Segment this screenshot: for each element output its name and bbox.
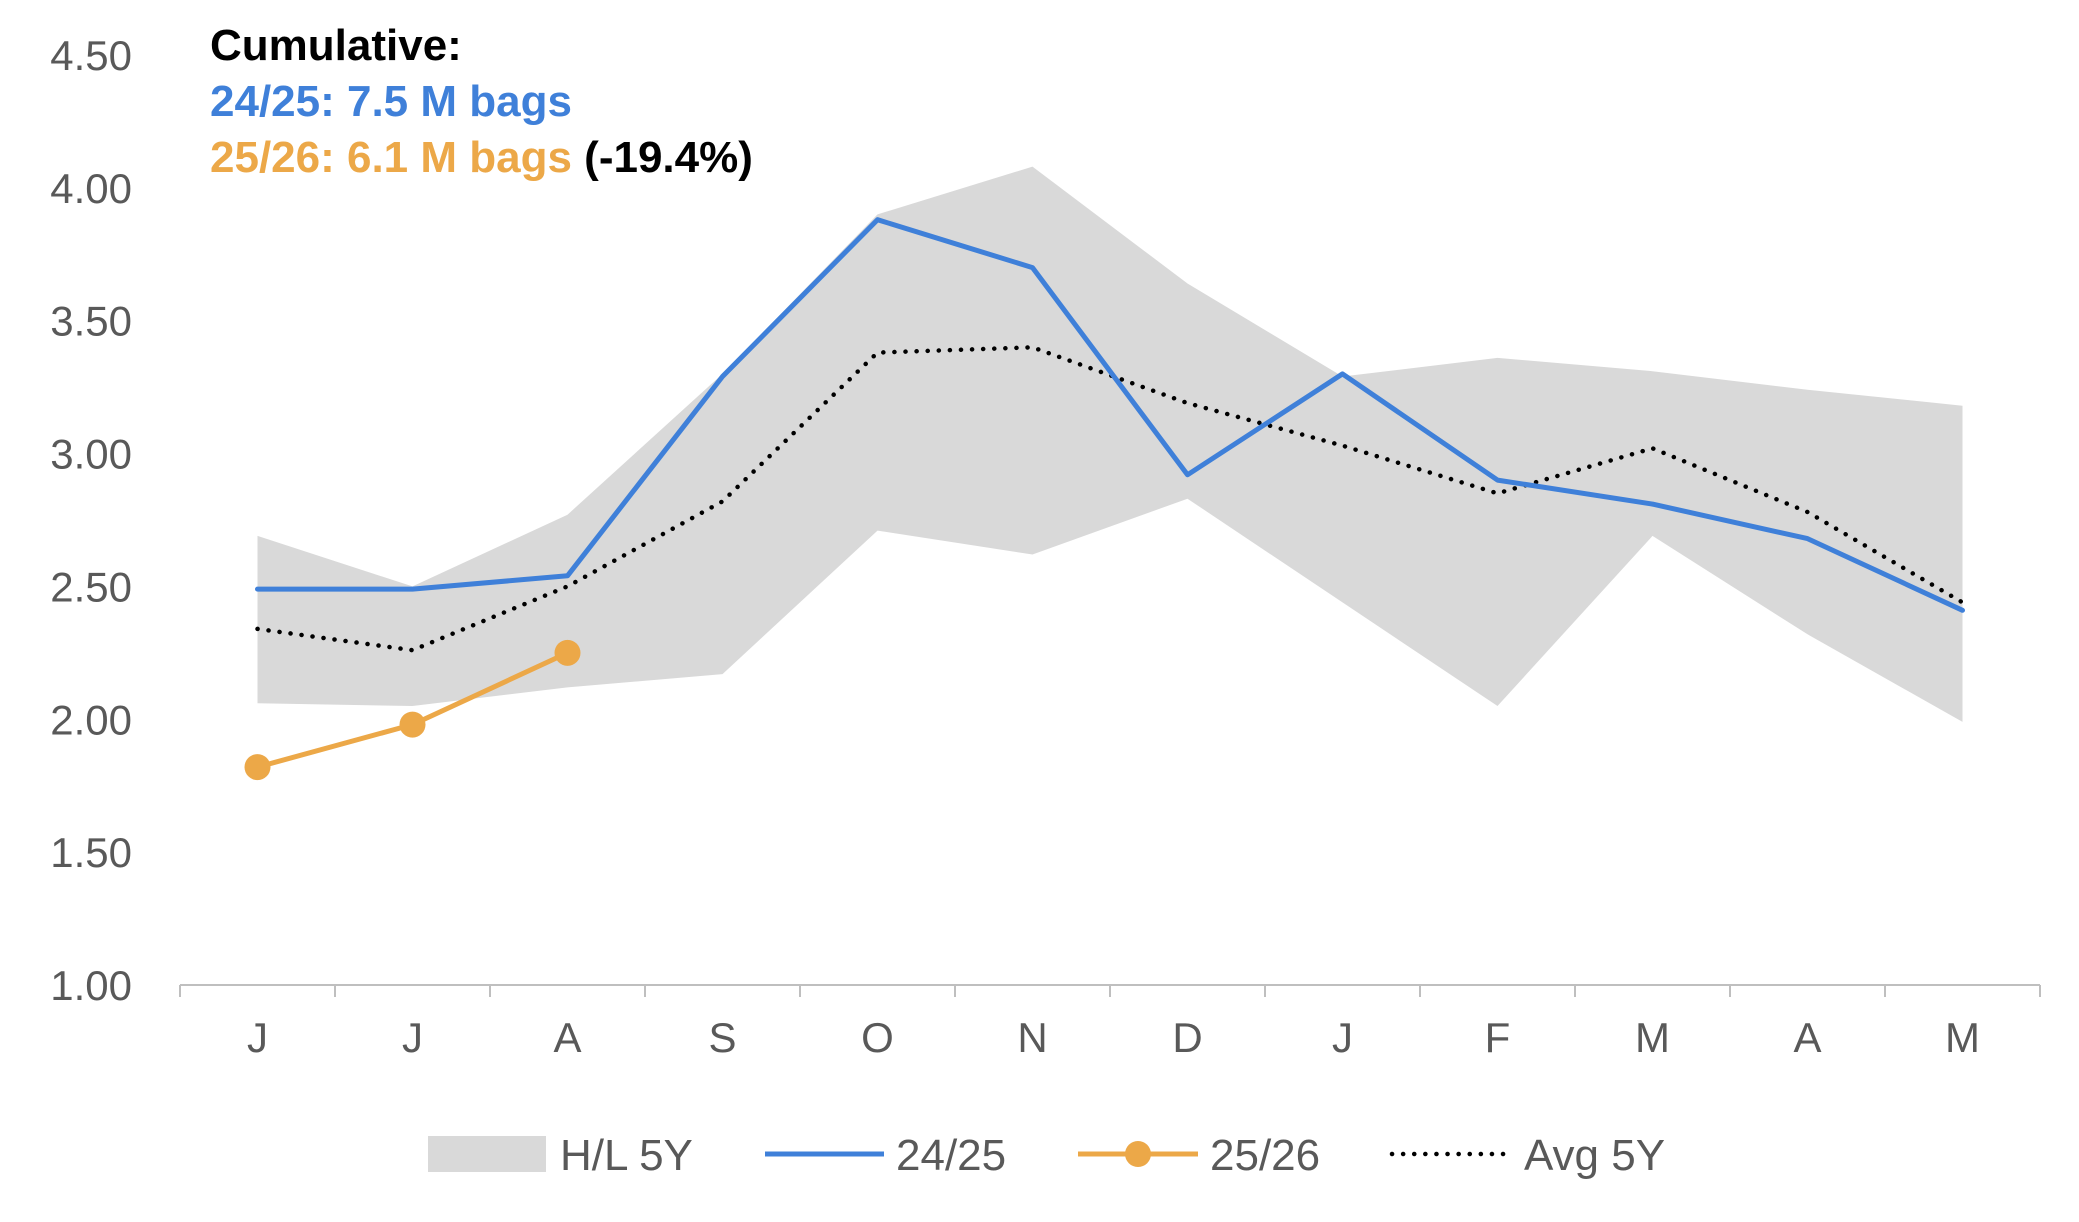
legend-swatch-band	[428, 1136, 546, 1172]
annotation-2526-total: 25/26: 6.1 M bags (-19.4%)	[210, 133, 753, 182]
y-tick-label: 2.00	[50, 696, 132, 743]
axis-layer: J J A S O N D J F M A M 1.00 1.50 2.00 2.50 3.00 3.50 4.00…	[50, 32, 2041, 1061]
x-tick-label: F	[1485, 1014, 1511, 1061]
legend-label-2526: 25/26	[1210, 1131, 1320, 1180]
annotation-2425-total: 24/25: 7.5 M bags	[210, 77, 572, 126]
y-tick-label: 1.00	[50, 962, 132, 1009]
data-point-25-26	[244, 754, 271, 781]
legend-label-2425: 24/25	[896, 1131, 1006, 1180]
x-tick-label: S	[708, 1014, 736, 1061]
y-tick-label: 3.50	[50, 298, 132, 345]
legend-marker-2526	[1125, 1141, 1151, 1167]
high-low-band-layer	[257, 166, 1963, 722]
data-point-25-26	[399, 711, 426, 738]
y-tick-label: 4.00	[50, 165, 132, 212]
legend: H/L 5Y 24/25 25/26 Avg 5Y	[428, 1131, 1665, 1180]
x-tick-label: D	[1172, 1014, 1202, 1061]
y-tick-label: 1.50	[50, 829, 132, 876]
high-low-band-area	[257, 166, 1963, 722]
x-tick-label: M	[1945, 1014, 1980, 1061]
x-tick-label: J	[247, 1014, 268, 1061]
legend-label-band: H/L 5Y	[560, 1131, 693, 1180]
series-line-24-25	[255, 217, 1965, 613]
x-tick-label: O	[861, 1014, 894, 1061]
x-tick-label: J	[402, 1014, 423, 1061]
series-layer	[244, 217, 1965, 781]
annotation-2526-value: 25/26: 6.1 M bags	[210, 133, 572, 182]
x-tick-label: J	[1332, 1014, 1353, 1061]
y-tick-label: 3.00	[50, 431, 132, 478]
annotation-title: Cumulative:	[210, 21, 462, 70]
annotation-change-pct: (-19.4%)	[572, 133, 753, 182]
x-tick-label: N	[1017, 1014, 1047, 1061]
x-tick-label: A	[553, 1014, 581, 1061]
legend-label-avg5y: Avg 5Y	[1524, 1131, 1665, 1180]
x-tick-label: A	[1793, 1014, 1821, 1061]
y-tick-label: 2.50	[50, 563, 132, 610]
y-tick-label: 4.50	[50, 32, 132, 79]
data-point-25-26	[554, 639, 581, 666]
x-tick-label: M	[1635, 1014, 1670, 1061]
